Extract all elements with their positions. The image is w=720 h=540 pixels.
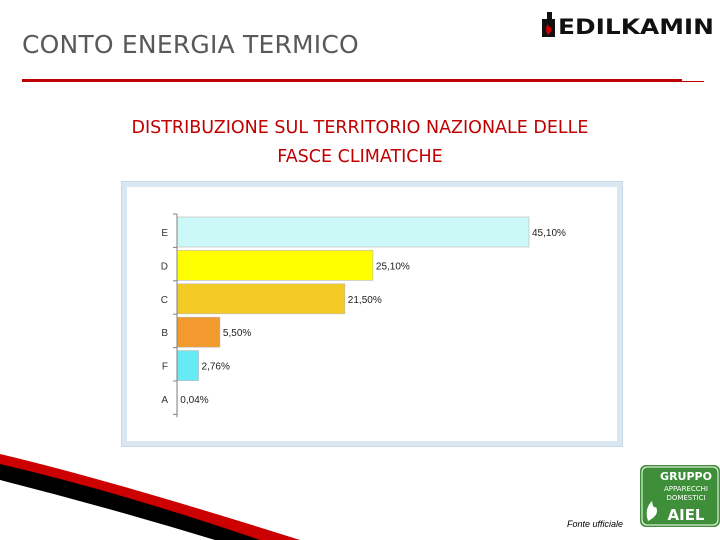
aiel-badge: GRUPPO APPARECCHI DOMESTICI AIEL <box>640 465 720 527</box>
value-label-a: 0,04% <box>180 395 208 406</box>
header-divider-tail <box>682 81 704 82</box>
brand-name: EDILKAMIN <box>558 15 714 39</box>
header-divider <box>22 79 682 82</box>
bar-c <box>176 283 346 315</box>
category-label-a: A <box>161 395 168 406</box>
flame-icon <box>646 501 657 521</box>
value-label-d: 25,10% <box>376 261 410 272</box>
bar-b <box>176 316 221 348</box>
badge-brand: AIEL <box>668 506 705 524</box>
decorative-swoosh <box>0 454 300 540</box>
value-label-c: 21,50% <box>348 295 382 306</box>
category-label-b: B <box>161 328 168 339</box>
slide-title-line-2: FASCE CLIMATICHE <box>277 147 443 167</box>
bar-f <box>176 350 199 381</box>
slide-title-line-1: DISTRIBUZIONE SUL TERRITORIO NAZIONALE D… <box>131 118 589 138</box>
edilkamin-logo: EDILKAMIN <box>542 12 714 39</box>
value-label-e: 45,10% <box>532 228 566 239</box>
badge-line-2: APPARECCHI <box>664 485 708 493</box>
badge-line-3: DOMESTICI <box>666 494 705 502</box>
edilkamin-flame-icon <box>542 12 555 37</box>
source-note: Fonte ufficiale <box>567 519 624 529</box>
header-title: CONTO ENERGIA TERMICO <box>22 30 359 59</box>
category-label-c: C <box>161 295 168 306</box>
slide-title: DISTRIBUZIONE SUL TERRITORIO NAZIONALE D… <box>60 114 660 172</box>
badge-line-1: GRUPPO <box>660 470 712 483</box>
chart-plot-area: E 45,10% D 25,10% C 21,50% B 5,50% F 2,76% A 0,04% <box>127 187 617 441</box>
category-label-d: D <box>161 261 168 272</box>
category-label-e: E <box>161 228 168 239</box>
chart-frame: E 45,10% D 25,10% C 21,50% B 5,50% F 2,76% A 0,04% <box>121 181 623 447</box>
category-label-f: F <box>162 362 168 373</box>
value-label-f: 2,76% <box>202 362 230 373</box>
value-label-b: 5,50% <box>223 328 251 339</box>
bar-d <box>176 250 374 281</box>
bar-e <box>176 216 530 248</box>
bar-chart: E 45,10% D 25,10% C 21,50% B 5,50% F 2,76% A 0,04% <box>161 213 566 418</box>
